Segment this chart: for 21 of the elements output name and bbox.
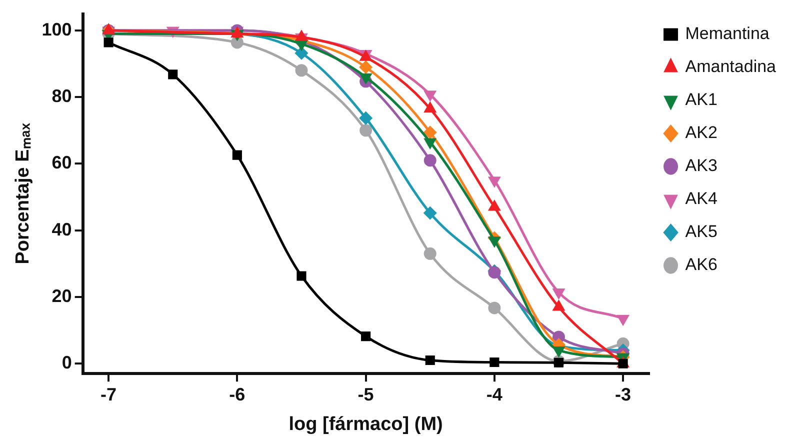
y-tick-label: 0: [62, 352, 72, 373]
x-tick-label: -3: [615, 384, 632, 404]
y-tick-label: 60: [52, 152, 72, 173]
y-tick-label: 20: [52, 286, 72, 306]
x-tick-label: -5: [358, 384, 374, 404]
y-tick-label: 80: [52, 86, 72, 106]
legend-label: AK5: [685, 222, 718, 242]
x-tick-label: -7: [100, 384, 117, 404]
y-tick-label: 40: [52, 219, 72, 240]
legend-label: Memantina: [685, 24, 770, 44]
y-axis-title: Porcentaje Eₘₐₓ: [12, 123, 34, 264]
x-tick-label: -4: [486, 384, 502, 404]
legend-label: AK6: [685, 255, 718, 274]
y-tick-label: 100: [42, 19, 72, 40]
legend-label: AK1: [685, 90, 718, 110]
x-tick-label: -6: [229, 384, 246, 404]
legend-label: AK2: [685, 123, 718, 142]
x-axis-title: log [fármaco] (M): [288, 414, 443, 435]
legend-label: AK4: [685, 189, 718, 208]
legend-label: AK3: [685, 156, 718, 176]
legend-label: Amantadina: [685, 57, 777, 76]
